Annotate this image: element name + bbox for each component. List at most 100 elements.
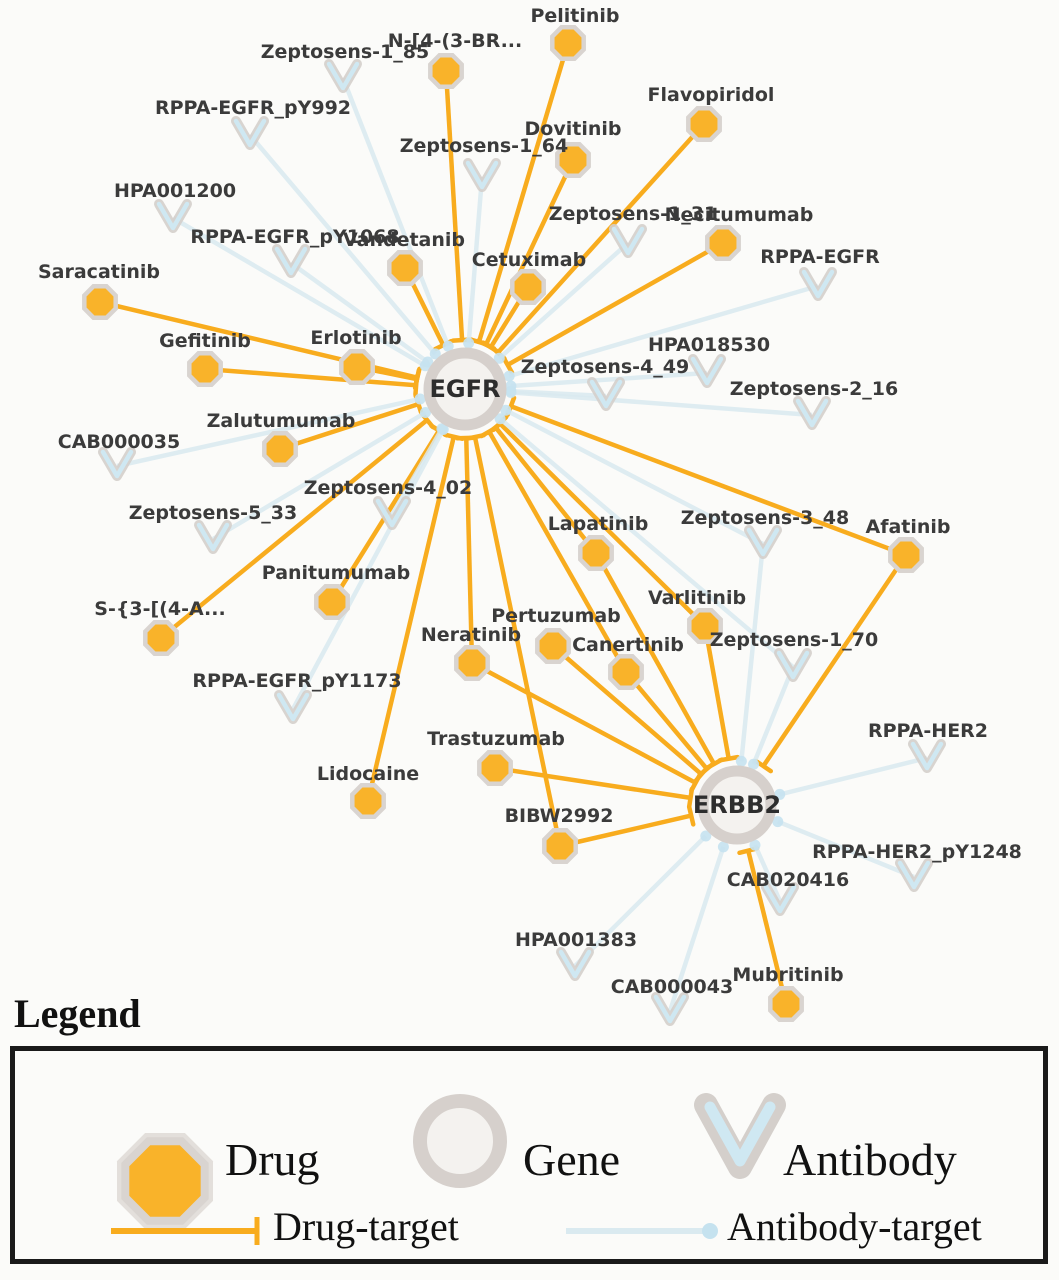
node-label-n-4-3-br: N-[4-(3-BR...	[388, 30, 522, 52]
antibody-legend-icon	[694, 1093, 786, 1179]
edge-dot-zeptosens-2-16-egfr	[505, 386, 517, 398]
node-label-rppa-egfr: RPPA-EGFR	[760, 246, 880, 268]
drug-node-lapatinib[interactable]	[578, 535, 614, 571]
edge-antibody-target-rppa-egfr-py992-egfr	[248, 133, 437, 356]
antibody-node-inner-rppa-egfr-py1173	[276, 692, 310, 722]
antibody-node-inner-rppa-her2-py1248	[897, 860, 931, 890]
drug-node-varlitinib[interactable]	[687, 608, 723, 644]
node-label-zeptosens-5-33: Zeptosens-5_33	[129, 502, 297, 524]
edge-antibody-target-zeptosens-1-85-egfr	[340, 77, 451, 347]
drug-node-lidocaine[interactable]	[350, 783, 386, 819]
drug-node-cetuximab[interactable]	[510, 269, 546, 305]
drug-node-zalutumumab[interactable]	[262, 431, 298, 467]
drug-node-dovitinib[interactable]	[555, 142, 591, 178]
node-label-zeptosens-3-48: Zeptosens-3_48	[681, 507, 849, 529]
gene-legend-circle	[413, 1094, 507, 1188]
node-label-zeptosens-1-85: Zeptosens-1_85	[261, 41, 429, 63]
node-label-hpa001200: HPA001200	[114, 180, 236, 202]
edge-drug-target-neratinib-erbb2	[470, 661, 697, 785]
edge-drug-target-necitumumab-egfr	[506, 241, 725, 367]
node-label-cab000043: CAB000043	[611, 976, 733, 998]
drug-node-trastuzumab[interactable]	[477, 750, 513, 786]
antibody-node-inner-rppa-egfr-py992	[233, 118, 267, 148]
edge-tee-bibw2992-erbb2	[686, 804, 696, 827]
node-label-saracatinib: Saracatinib	[38, 261, 160, 283]
drug-node-flavopiridol[interactable]	[686, 106, 722, 142]
edge-antibody-target-cab020416-erbb2	[752, 844, 783, 902]
edge-dot-zeptosens-1-64-egfr	[463, 337, 475, 349]
drug-node-panitumumab[interactable]	[314, 584, 350, 620]
gene-node-erbb2[interactable]	[697, 765, 777, 845]
edge-drug-target-afatinib-egfr	[510, 404, 907, 558]
edge-antibody-target-zeptosens-5-33-egfr	[211, 410, 427, 541]
node-label-zeptosens-4-02: Zeptosens-4_02	[304, 477, 472, 499]
node-label-vandetanib: Vandetanib	[343, 229, 465, 251]
edge-dot-rppa-her2-erbb2	[774, 788, 786, 800]
antibody-target-dot	[702, 1223, 718, 1239]
edge-antibody-target-rppa-egfr-py1068-egfr	[289, 261, 430, 364]
edge-antibody-target-rppa-egfr-egfr	[508, 283, 819, 379]
edge-antibody-target-hpa001383-erbb2	[573, 834, 708, 968]
drug-node-neratinib[interactable]	[454, 645, 490, 681]
drug-node-necitumumab[interactable]	[705, 225, 741, 261]
edge-dot-zeptosens-1-31-egfr	[493, 352, 505, 364]
edge-antibody-target-rppa-her2-erbb2	[779, 755, 928, 797]
edge-dot-rppa-egfr-py992-egfr	[429, 348, 441, 360]
edge-dot-zeptosens-5-33-egfr	[419, 407, 431, 419]
antibody-legend-label: Antibody	[783, 1134, 957, 1185]
edge-tee-cetuximab-egfr	[480, 340, 501, 355]
drug-node-n-4-3-br[interactable]	[428, 53, 464, 89]
antibody-node-inner-hpa001200	[156, 201, 190, 231]
edge-dot-cab020416-erbb2	[749, 839, 761, 851]
node-label-gefitinib: Gefitinib	[159, 330, 251, 352]
drug-node-s-3-4-a[interactable]	[143, 620, 179, 656]
node-label-panitumumab: Panitumumab	[262, 562, 410, 584]
node-label-rppa-egfr-py992: RPPA-EGFR_pY992	[155, 97, 351, 119]
antibody-node-inner-cab000035	[100, 449, 134, 479]
edge-drug-target-canertinib-egfr	[487, 430, 628, 674]
antibody-node-inner-zeptosens-4-49	[589, 379, 623, 409]
drug-node-mubritinib[interactable]	[768, 986, 804, 1022]
drug-node-erlotinib[interactable]	[339, 349, 375, 385]
edge-drug-target-lapatinib-egfr	[493, 425, 598, 555]
drug-node-pertuzumab[interactable]	[535, 628, 571, 664]
node-label-necitumumab: Necitumumab	[665, 204, 814, 226]
node-label-rppa-her2: RPPA-HER2	[868, 720, 988, 742]
node-label-canertinib: Canertinib	[572, 634, 684, 656]
edge-tee-necitumumab-egfr	[500, 354, 515, 375]
edge-dot-rppa-egfr-py1068-egfr	[422, 356, 434, 368]
drug-node-vandetanib[interactable]	[387, 250, 423, 286]
edge-tee-varlitinib-erbb2	[717, 754, 740, 763]
edge-drug-target-pelitinib-egfr	[476, 42, 571, 343]
edge-tee-pertuzumab-erbb2	[693, 765, 710, 784]
node-label-trastuzumab: Trastuzumab	[427, 728, 565, 750]
drug-target-legend-icon	[111, 1217, 260, 1245]
node-label-rppa-egfr-py1068: RPPA-EGFR_pY1068	[190, 226, 399, 248]
edge-antibody-target-zeptosens-1-64-egfr	[466, 176, 485, 344]
edge-drug-target-s-3-4-a-egfr	[159, 418, 429, 640]
node-label-rppa-her2-py1248: RPPA-HER2_pY1248	[812, 841, 1022, 863]
node-label-flavopiridol: Flavopiridol	[648, 84, 775, 106]
drug-node-canertinib[interactable]	[608, 654, 644, 690]
antibody-node-inner-zeptosens-3-48	[746, 527, 780, 557]
node-label-pelitinib: Pelitinib	[530, 5, 619, 27]
edge-dot-zeptosens-1-85-egfr	[442, 340, 454, 352]
edge-antibody-target-zeptosens-3-48-erbb2	[739, 543, 766, 762]
edge-dot-rppa-egfr-egfr	[503, 370, 515, 382]
drug-node-gefitinib[interactable]	[187, 351, 223, 387]
node-label-dovitinib: Dovitinib	[525, 118, 622, 140]
gene-node-egfr[interactable]	[423, 347, 507, 431]
drug-node-pelitinib[interactable]	[550, 25, 586, 61]
drug-node-afatinib[interactable]	[888, 537, 924, 573]
node-label-afatinib: Afatinib	[865, 516, 950, 538]
edge-drug-target-canertinib-erbb2	[624, 670, 709, 771]
node-label-varlitinib: Varlitinib	[648, 587, 746, 609]
drug-node-bibw2992[interactable]	[542, 828, 578, 864]
edge-drug-target-pertuzumab-erbb2	[551, 644, 703, 776]
edge-drug-target-lapatinib-erbb2	[594, 551, 717, 766]
antibody-node-inner-rppa-egfr-py1068	[274, 246, 308, 276]
drug-node-saracatinib[interactable]	[82, 284, 118, 320]
edge-tee-erlotinib-egfr	[412, 368, 422, 391]
edge-dot-zeptosens-3-48-egfr	[500, 404, 512, 416]
